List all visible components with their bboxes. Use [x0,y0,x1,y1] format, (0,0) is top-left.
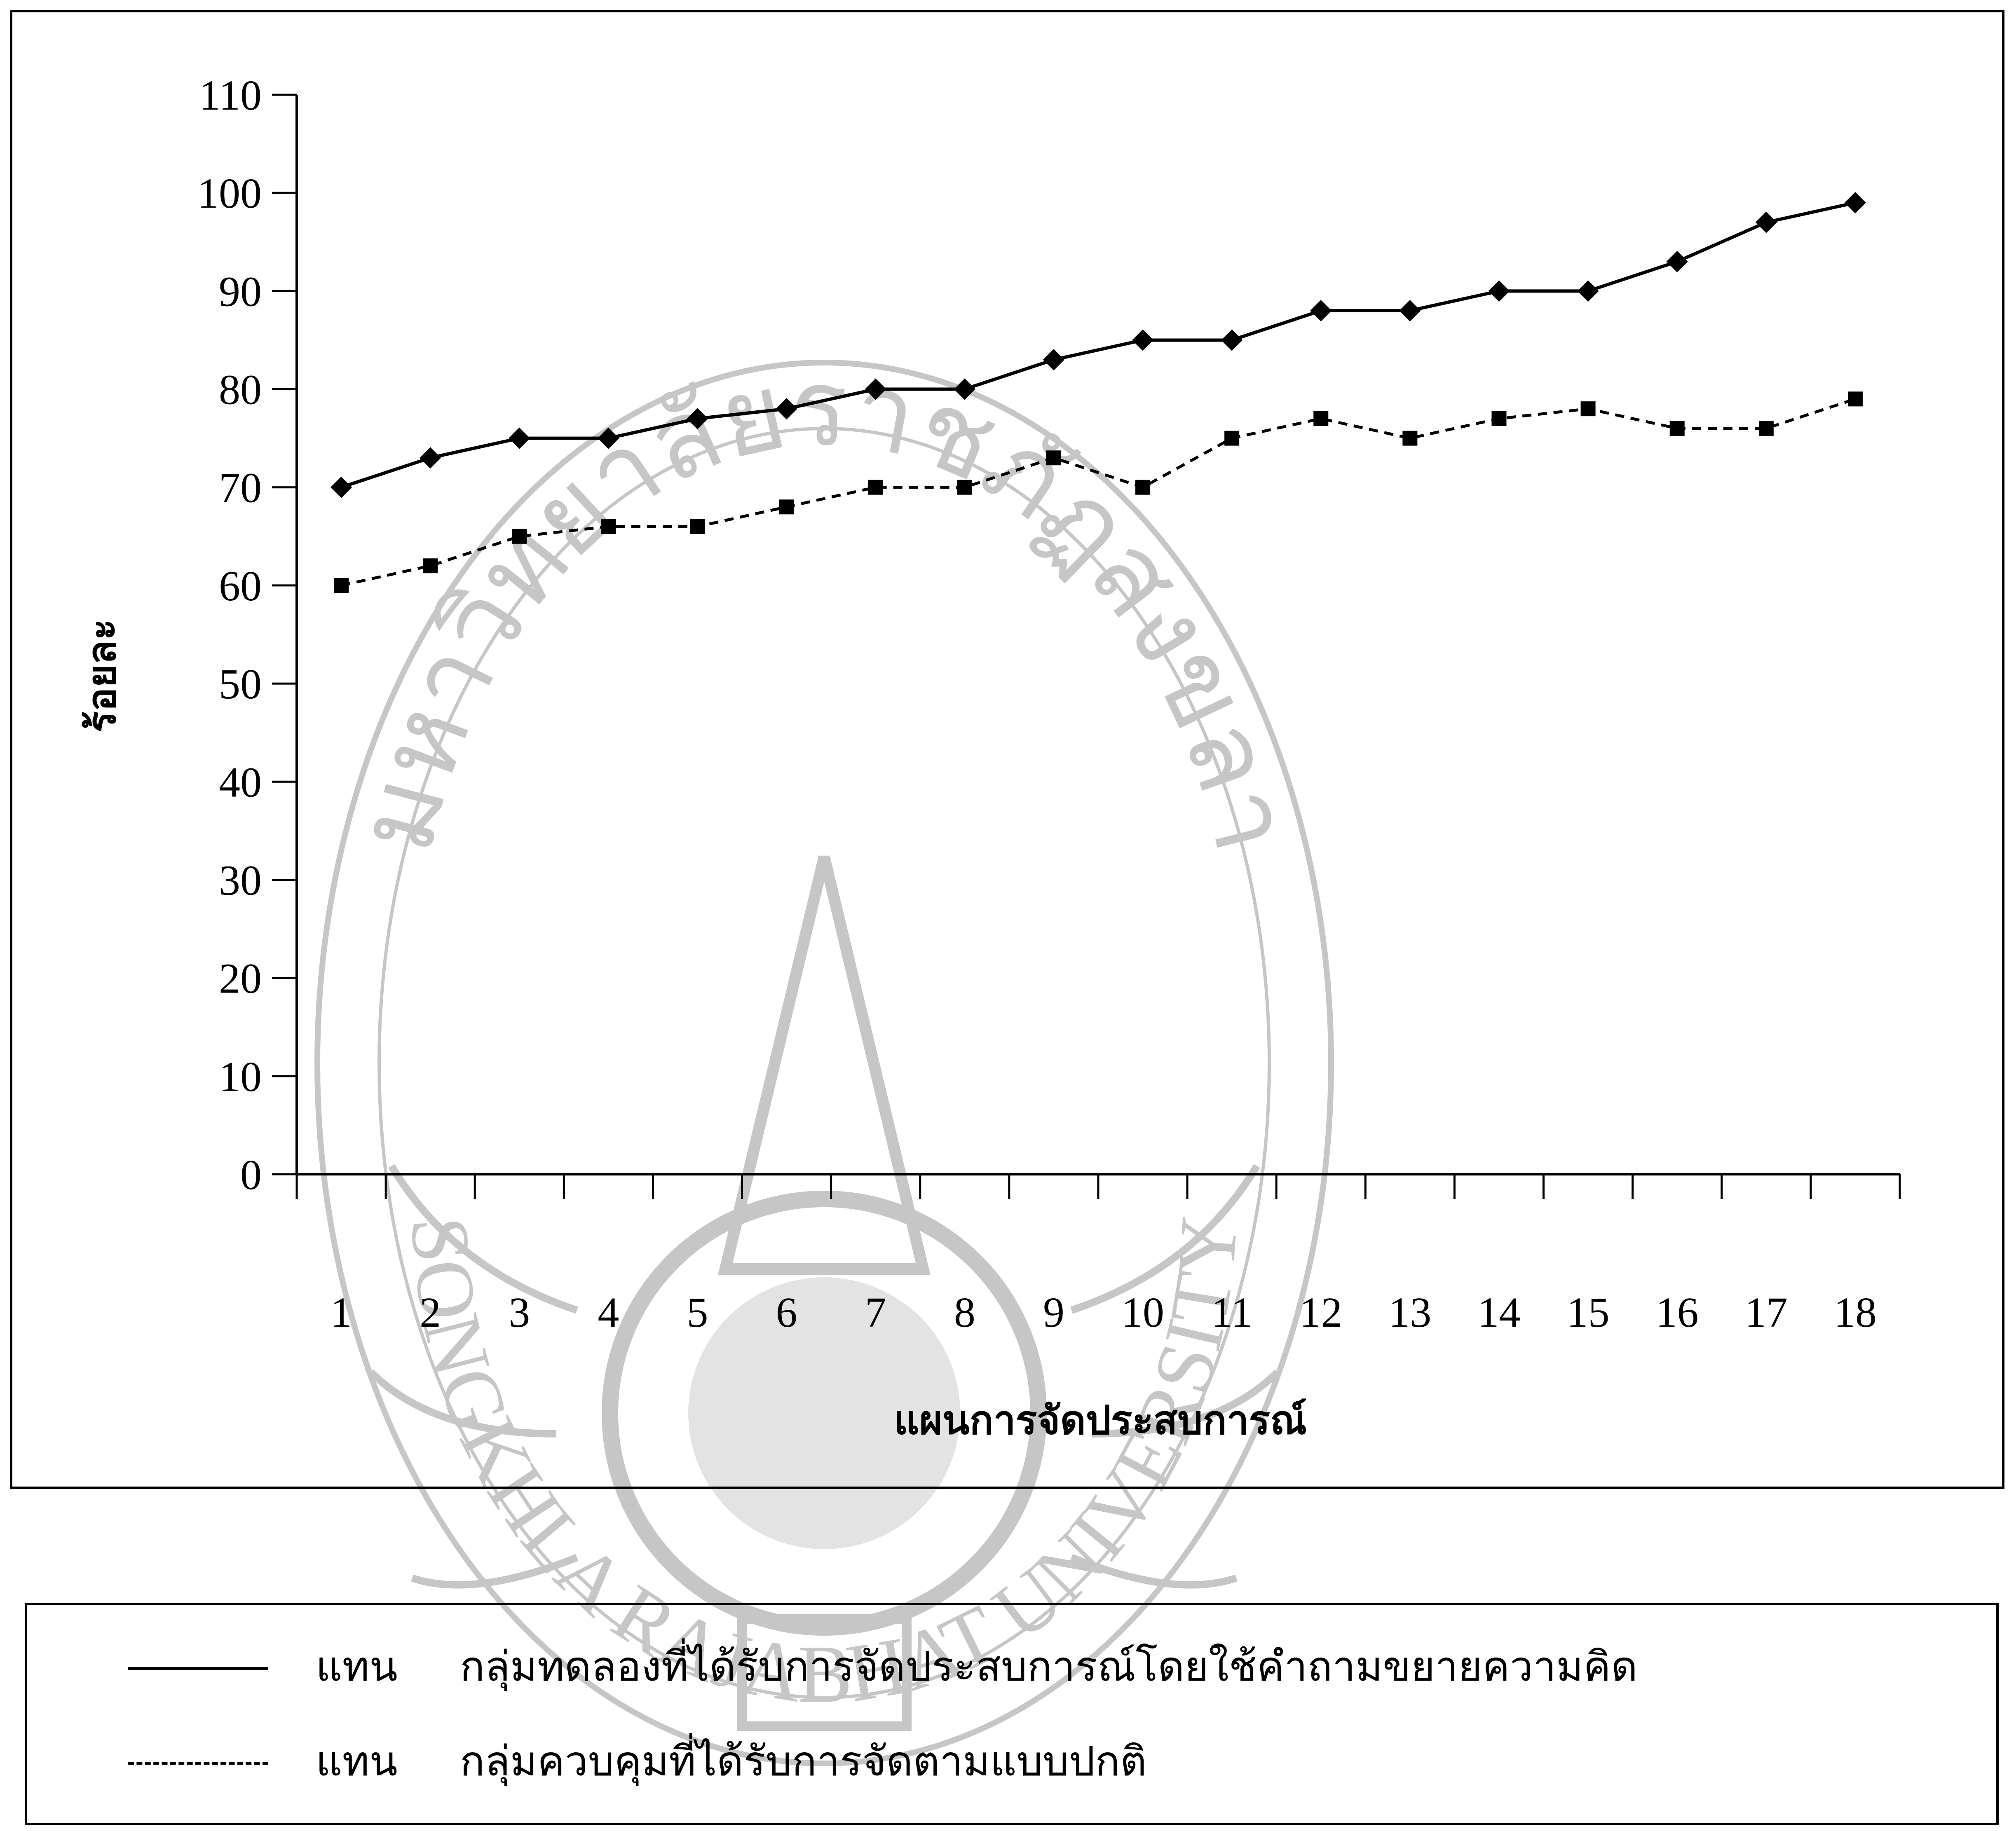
data-point-series-2 [512,529,527,544]
data-point-series-1 [1132,329,1154,351]
university-seal-icon: มหาวิทยาลัยราชภัฏสงขลา SONGKHLA RAJABHAT… [314,349,1334,1766]
data-point-series-2 [334,578,349,593]
y-tick-label: 50 [219,660,262,708]
data-point-series-1 [1666,251,1688,272]
data-point-series-2 [690,519,705,534]
x-tick-label: 13 [1388,1289,1431,1336]
data-point-series-2 [1669,421,1685,436]
ticks-layer: 0102030405060708090100110123456789101112… [197,72,1901,1336]
data-point-series-1 [1043,349,1064,371]
y-tick-label: 60 [219,562,262,610]
x-tick-label: 3 [509,1289,530,1336]
legend-dashed-line-swatch [128,1762,268,1765]
data-point-series-1 [1221,329,1243,351]
x-tick-label: 15 [1567,1289,1610,1336]
y-axis-title: ร้อยละ [80,619,124,733]
x-tick-label: 9 [1043,1289,1064,1336]
data-point-series-1 [1755,211,1777,233]
series-2-line [341,398,1856,587]
x-tick-label: 2 [420,1289,441,1336]
data-point-series-1 [776,398,797,420]
x-tick-label: 6 [776,1289,797,1336]
data-point-series-2 [779,499,794,515]
x-tick-label: 5 [687,1289,708,1336]
y-tick-label: 20 [219,955,262,1002]
legend-label: กลุ่มทดลองที่ได้รับการจัดประสบการณ์โดยใช… [460,1644,1638,1690]
y-tick-label: 80 [219,366,262,414]
x-tick-label: 1 [331,1289,352,1336]
data-point-series-1 [598,427,619,449]
x-tick-label: 12 [1299,1289,1342,1336]
x-tick-label: 10 [1121,1289,1164,1336]
legend: แทน กลุ่มทดลองที่ได้รับการจัดประสบการณ์โ… [25,1603,1999,1825]
x-tick-label: 4 [598,1289,619,1336]
svg-text:มหาวิทยาลัยราชภัฏสงขลา: มหาวิทยาลัยราชภัฏสงขลา [336,349,1312,863]
legend-word: แทน [316,1739,398,1784]
watermark-top-text: มหาวิทยาลัยราชภัฏสงขลา [336,349,1312,863]
data-point-series-1 [1399,300,1421,321]
data-point-series-1 [1844,192,1866,213]
data-point-series-1 [1488,280,1510,302]
line-chart: 0102030405060708090100110123456789101112… [80,72,1901,1442]
data-point-series-2 [601,519,616,534]
data-point-series-2 [1135,480,1151,495]
x-tick-label: 8 [954,1289,975,1336]
data-point-series-2 [868,480,883,495]
data-point-series-1 [954,378,975,400]
data-point-series-1 [1577,280,1599,302]
data-point-series-2 [1580,401,1596,417]
x-tick-label: 14 [1478,1289,1521,1336]
chart-frame: 0102030405060708090100110123456789101112… [10,10,2004,1489]
data-point-series-1 [865,378,886,400]
y-tick-label: 10 [219,1053,262,1100]
x-tick-label: 11 [1211,1289,1252,1336]
series-layer [331,192,1866,593]
data-point-series-2 [1224,431,1240,446]
data-point-series-1 [1310,300,1332,321]
x-tick-label: 16 [1656,1289,1699,1336]
data-point-series-2 [423,558,438,574]
data-point-series-1 [687,408,708,429]
y-tick-label: 100 [197,170,262,217]
x-tick-label: 18 [1834,1289,1877,1336]
y-tick-label: 40 [219,759,262,806]
x-axis-title: แผนการจัดประสบการณ์ [894,1398,1307,1442]
data-point-series-2 [1313,411,1329,426]
data-point-series-1 [509,427,530,449]
data-point-series-2 [1402,431,1418,446]
legend-item-experimental: แทน กลุ่มทดลองที่ได้รับการจัดประสบการณ์โ… [27,1622,1996,1712]
data-point-series-2 [1491,411,1507,426]
legend-solid-line-swatch [128,1667,268,1670]
legend-word: แทน [316,1644,398,1690]
y-tick-label: 0 [240,1151,262,1199]
series-1-line [340,201,1856,489]
data-point-series-1 [331,476,352,498]
data-point-series-2 [957,480,972,495]
y-tick-label: 30 [219,857,262,904]
x-tick-label: 7 [865,1289,886,1336]
legend-label: กลุ่มควบคุมที่ได้รับการจัดตามแบบปกติ [460,1739,1147,1784]
data-point-series-2 [1046,450,1061,466]
y-tick-label: 110 [199,72,262,119]
data-point-series-2 [1758,421,1774,436]
y-tick-label: 70 [219,464,262,512]
y-tick-label: 90 [219,268,262,315]
x-tick-label: 17 [1745,1289,1788,1336]
legend-item-control: แทน กลุ่มควบคุมที่ได้รับการจัดตามแบบปกติ [27,1716,1996,1807]
data-point-series-2 [1847,391,1863,407]
